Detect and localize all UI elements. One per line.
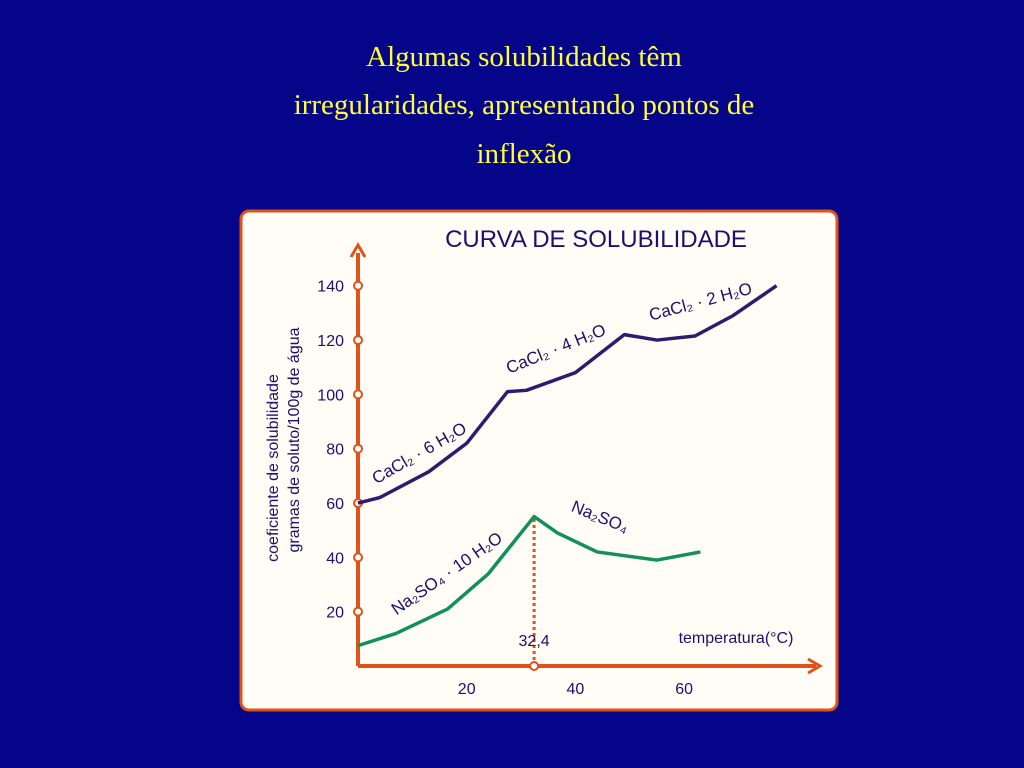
y-tick-label: 100 [317,387,344,404]
y-tick-mark [353,606,363,617]
solubility-curve [357,514,701,648]
x-axis-arrow [807,657,823,675]
y-axis-arrow [349,242,367,258]
x-tick-label: 20 [458,681,476,698]
y-tick-label: 80 [326,442,344,459]
solubility-curve [357,284,778,505]
y-tick-mark [353,552,363,563]
slide-title-line: inflexão [476,138,571,170]
inflection-label: 32,4 [519,633,550,650]
x-tick-label: 40 [567,681,585,698]
x-axis-label: temperatura(°C) [679,630,794,647]
y-tick-mark [353,443,363,454]
y-axis-label: coeficiente de solubilidade [265,374,282,562]
chart-title: CURVA DE SOLUBILIDADE [445,226,747,253]
slide-title-line: irregularidades, apresentando pontos de [294,89,755,121]
y-tick-mark [353,389,363,400]
y-axis-label: gramas de soluto/100g de água [286,327,303,552]
y-tick-label: 20 [326,605,344,622]
y-tick-label: 140 [317,279,344,296]
x-tick-label: 60 [675,681,693,698]
y-tick-mark [353,280,363,291]
y-tick-label: 40 [326,550,344,567]
y-tick-label: 120 [317,333,344,350]
y-tick-mark [353,335,363,346]
slide-title-line: Algumas solubilidades têm [366,41,682,73]
inflection-point [529,661,540,671]
y-tick-label: 60 [326,496,344,513]
